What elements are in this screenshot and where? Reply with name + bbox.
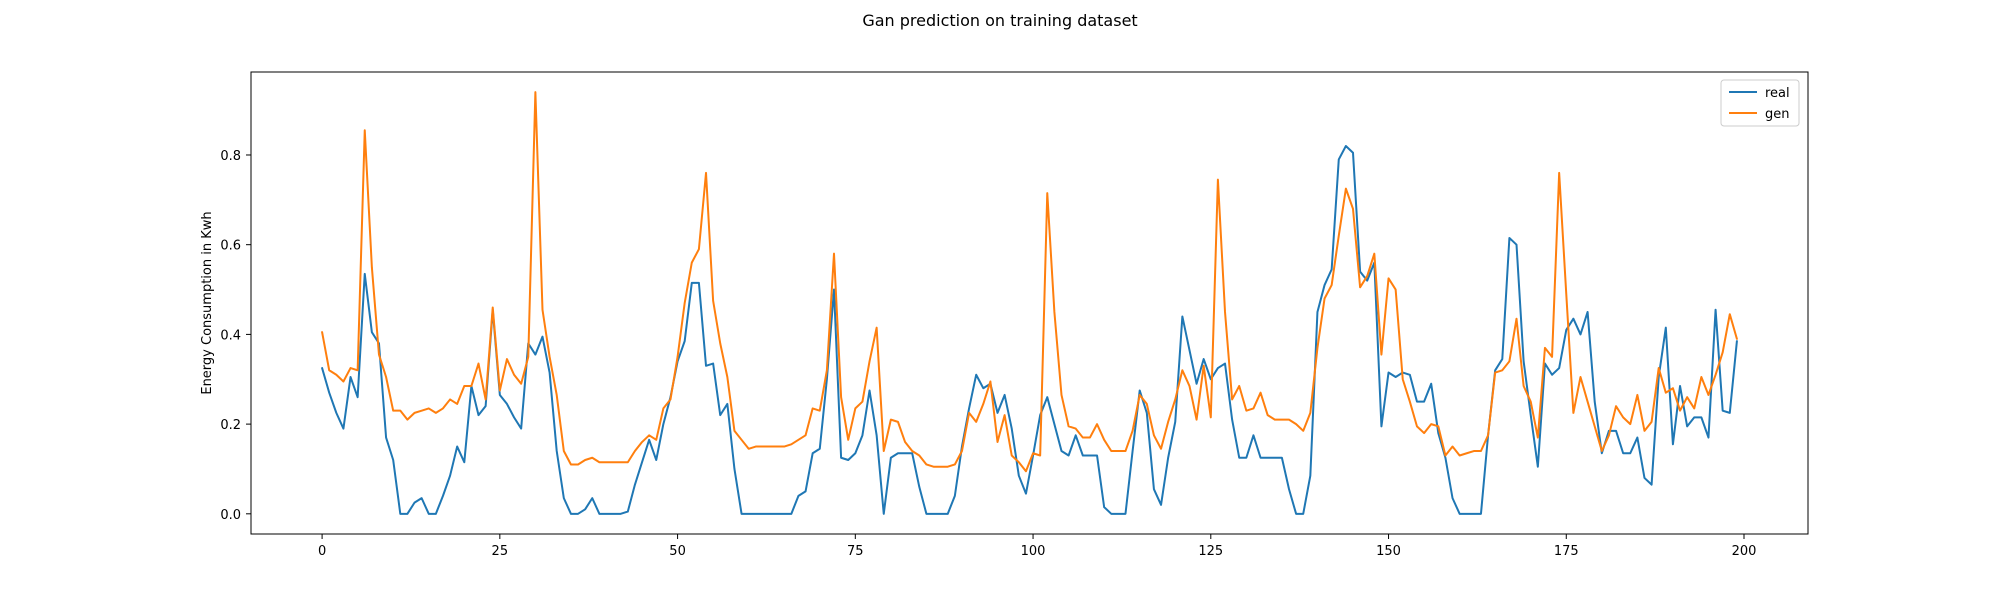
- legend-label-real: real: [1765, 86, 1790, 101]
- series-layer: [321, 91, 1738, 515]
- x-tick-label: 200: [1732, 544, 1757, 559]
- series-line-gen: [321, 91, 1738, 473]
- x-axis-ticks: 0 25 50 75 100 125 150 175 200: [318, 534, 1756, 559]
- chart-title: Gan prediction on training dataset: [862, 11, 1137, 30]
- series-line-real: [321, 145, 1738, 515]
- legend-label-gen: gen: [1765, 107, 1790, 122]
- x-tick-label: 175: [1554, 544, 1579, 559]
- x-tick-label: 25: [492, 544, 509, 559]
- x-tick-label: 150: [1376, 544, 1401, 559]
- y-axis-label: Energy Consumption in Kwh: [200, 211, 215, 394]
- legend: real gen: [1720, 79, 1800, 127]
- y-tick-label: 0.8: [220, 149, 241, 164]
- y-axis-ticks: 0.0 0.2 0.4 0.6 0.8: [220, 149, 251, 523]
- x-tick-label: 50: [669, 544, 686, 559]
- x-tick-label: 75: [847, 544, 864, 559]
- y-tick-label: 0.2: [220, 418, 241, 433]
- x-tick-label: 125: [1198, 544, 1223, 559]
- y-tick-label: 0.6: [220, 239, 241, 254]
- y-tick-label: 0.4: [220, 328, 241, 343]
- plot-frame: [250, 71, 1809, 535]
- x-tick-label: 100: [1021, 544, 1046, 559]
- x-tick-label: 0: [318, 544, 326, 559]
- y-tick-label: 0.0: [220, 508, 241, 523]
